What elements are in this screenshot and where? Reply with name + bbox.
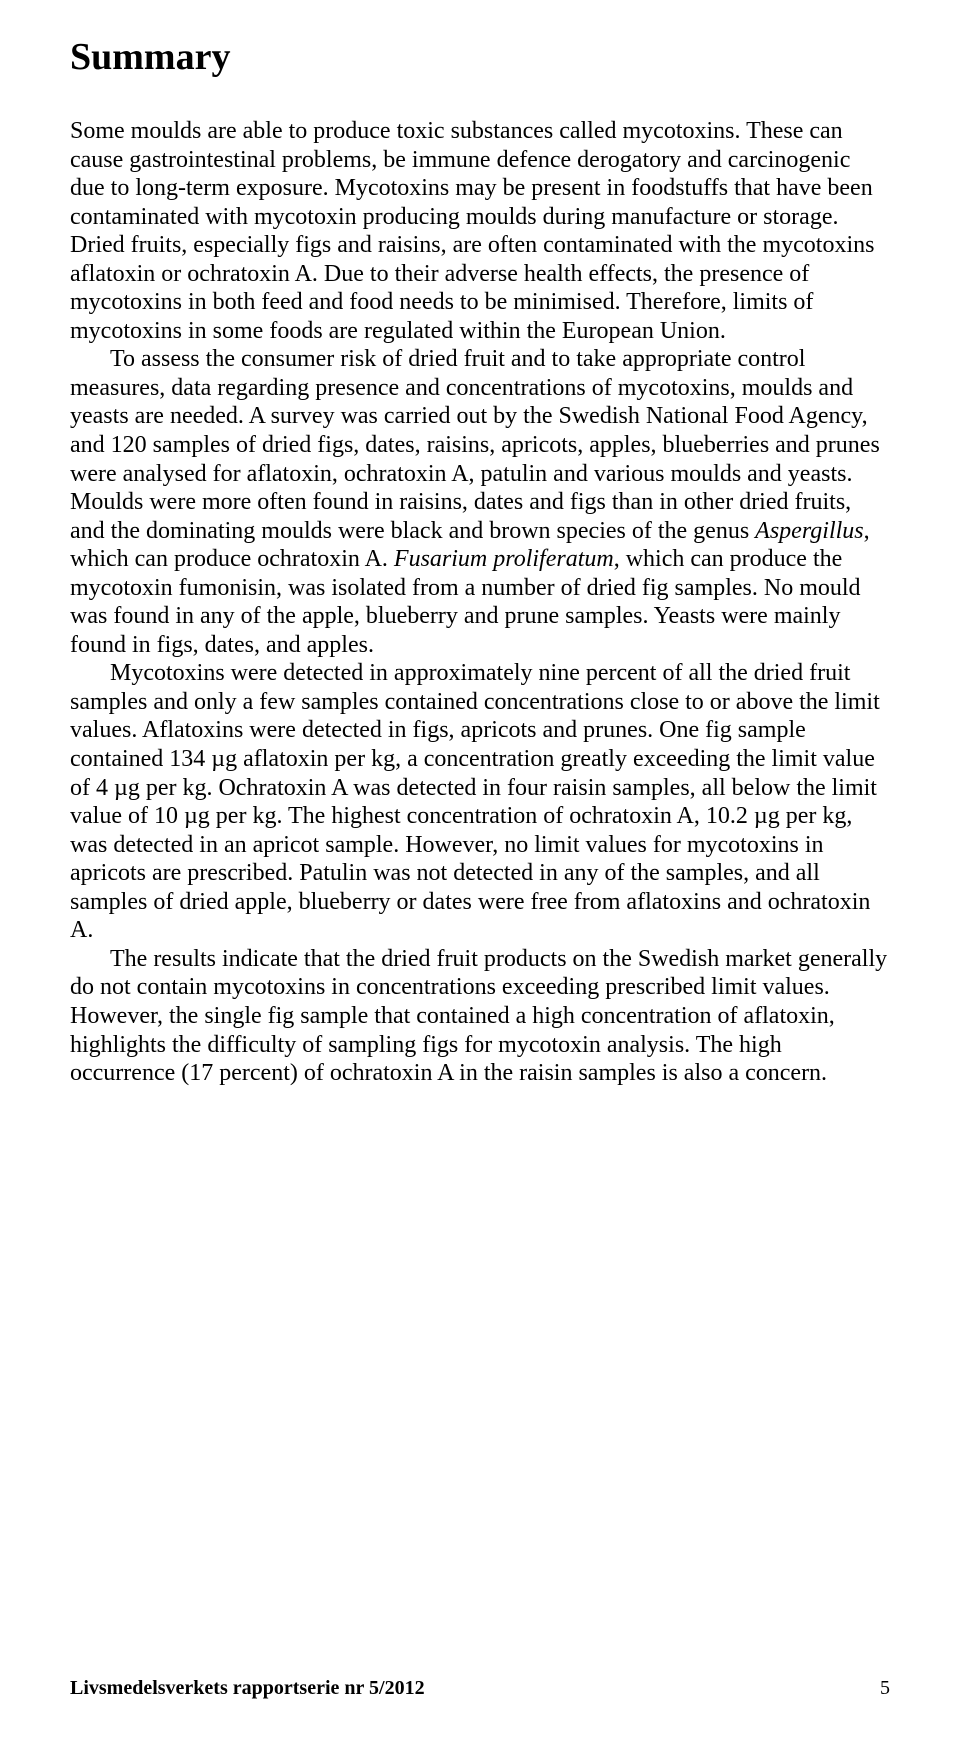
page-number: 5 (880, 1677, 890, 1700)
page-footer: Livsmedelsverkets rapportserie nr 5/2012… (70, 1677, 890, 1700)
paragraph-2: To assess the consumer risk of dried fru… (70, 345, 890, 659)
page-title: Summary (70, 35, 890, 79)
p2-text-1: To assess the consumer risk of dried fru… (70, 346, 880, 543)
body-content: Some moulds are able to produce toxic su… (70, 117, 890, 1088)
p3-text: Mycotoxins were detected in approximatel… (70, 660, 880, 943)
p1-text: Some moulds are able to produce toxic su… (70, 118, 874, 344)
footer-title: Livsmedelsverkets rapportserie nr 5/2012 (70, 1677, 425, 1700)
paragraph-1: Some moulds are able to produce toxic su… (70, 117, 890, 345)
p2-italic-2: Fusarium proliferatum (394, 546, 614, 572)
p4-text: The results indicate that the dried frui… (70, 946, 887, 1086)
paragraph-3: Mycotoxins were detected in approximatel… (70, 659, 890, 944)
paragraph-4: The results indicate that the dried frui… (70, 945, 890, 1088)
p2-italic-1: Aspergillus (755, 518, 863, 544)
